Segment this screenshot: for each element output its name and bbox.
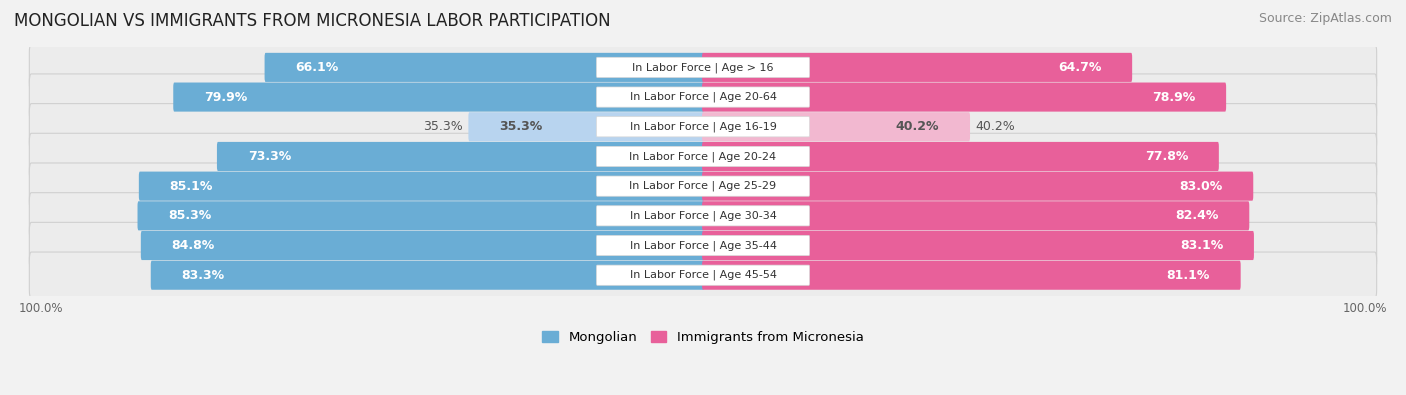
Text: In Labor Force | Age 30-34: In Labor Force | Age 30-34 (630, 211, 776, 221)
Text: 40.2%: 40.2% (976, 120, 1015, 133)
Text: 81.1%: 81.1% (1167, 269, 1211, 282)
FancyBboxPatch shape (596, 176, 810, 196)
Text: In Labor Force | Age 35-44: In Labor Force | Age 35-44 (630, 240, 776, 251)
FancyBboxPatch shape (702, 261, 1240, 290)
FancyBboxPatch shape (141, 231, 704, 260)
Text: 82.4%: 82.4% (1175, 209, 1219, 222)
Text: Source: ZipAtlas.com: Source: ZipAtlas.com (1258, 12, 1392, 25)
Text: 83.3%: 83.3% (181, 269, 225, 282)
FancyBboxPatch shape (596, 235, 810, 256)
Text: In Labor Force | Age 20-24: In Labor Force | Age 20-24 (630, 151, 776, 162)
Text: 79.9%: 79.9% (204, 90, 247, 103)
Text: In Labor Force | Age 20-64: In Labor Force | Age 20-64 (630, 92, 776, 102)
FancyBboxPatch shape (702, 201, 1250, 230)
Legend: Mongolian, Immigrants from Micronesia: Mongolian, Immigrants from Micronesia (543, 331, 863, 344)
Text: 83.1%: 83.1% (1180, 239, 1223, 252)
FancyBboxPatch shape (702, 83, 1226, 112)
Text: 78.9%: 78.9% (1152, 90, 1195, 103)
Text: 35.3%: 35.3% (499, 120, 543, 133)
Text: 85.1%: 85.1% (170, 180, 212, 193)
FancyBboxPatch shape (596, 57, 810, 77)
FancyBboxPatch shape (596, 265, 810, 285)
FancyBboxPatch shape (150, 261, 704, 290)
FancyBboxPatch shape (173, 83, 704, 112)
Text: In Labor Force | Age 16-19: In Labor Force | Age 16-19 (630, 122, 776, 132)
FancyBboxPatch shape (702, 231, 1254, 260)
FancyBboxPatch shape (702, 112, 970, 141)
FancyBboxPatch shape (596, 206, 810, 226)
FancyBboxPatch shape (596, 87, 810, 107)
Text: In Labor Force | Age 25-29: In Labor Force | Age 25-29 (630, 181, 776, 192)
FancyBboxPatch shape (30, 133, 1376, 180)
Text: In Labor Force | Age > 16: In Labor Force | Age > 16 (633, 62, 773, 73)
FancyBboxPatch shape (468, 112, 704, 141)
Text: MONGOLIAN VS IMMIGRANTS FROM MICRONESIA LABOR PARTICIPATION: MONGOLIAN VS IMMIGRANTS FROM MICRONESIA … (14, 12, 610, 30)
Text: 66.1%: 66.1% (295, 61, 339, 74)
Text: 40.2%: 40.2% (896, 120, 939, 133)
FancyBboxPatch shape (30, 193, 1376, 239)
Text: In Labor Force | Age 45-54: In Labor Force | Age 45-54 (630, 270, 776, 280)
FancyBboxPatch shape (30, 222, 1376, 269)
Text: 73.3%: 73.3% (247, 150, 291, 163)
FancyBboxPatch shape (30, 163, 1376, 209)
Text: 83.0%: 83.0% (1180, 180, 1222, 193)
FancyBboxPatch shape (30, 103, 1376, 150)
Text: 84.8%: 84.8% (172, 239, 215, 252)
Text: 64.7%: 64.7% (1057, 61, 1101, 74)
Text: 85.3%: 85.3% (169, 209, 211, 222)
FancyBboxPatch shape (30, 74, 1376, 120)
FancyBboxPatch shape (30, 44, 1376, 90)
FancyBboxPatch shape (264, 53, 704, 82)
Text: 77.8%: 77.8% (1144, 150, 1188, 163)
FancyBboxPatch shape (702, 53, 1132, 82)
FancyBboxPatch shape (217, 142, 704, 171)
FancyBboxPatch shape (138, 201, 704, 230)
Text: 35.3%: 35.3% (423, 120, 463, 133)
FancyBboxPatch shape (596, 117, 810, 137)
FancyBboxPatch shape (596, 147, 810, 167)
FancyBboxPatch shape (702, 142, 1219, 171)
FancyBboxPatch shape (30, 252, 1376, 298)
FancyBboxPatch shape (702, 171, 1253, 201)
FancyBboxPatch shape (139, 171, 704, 201)
